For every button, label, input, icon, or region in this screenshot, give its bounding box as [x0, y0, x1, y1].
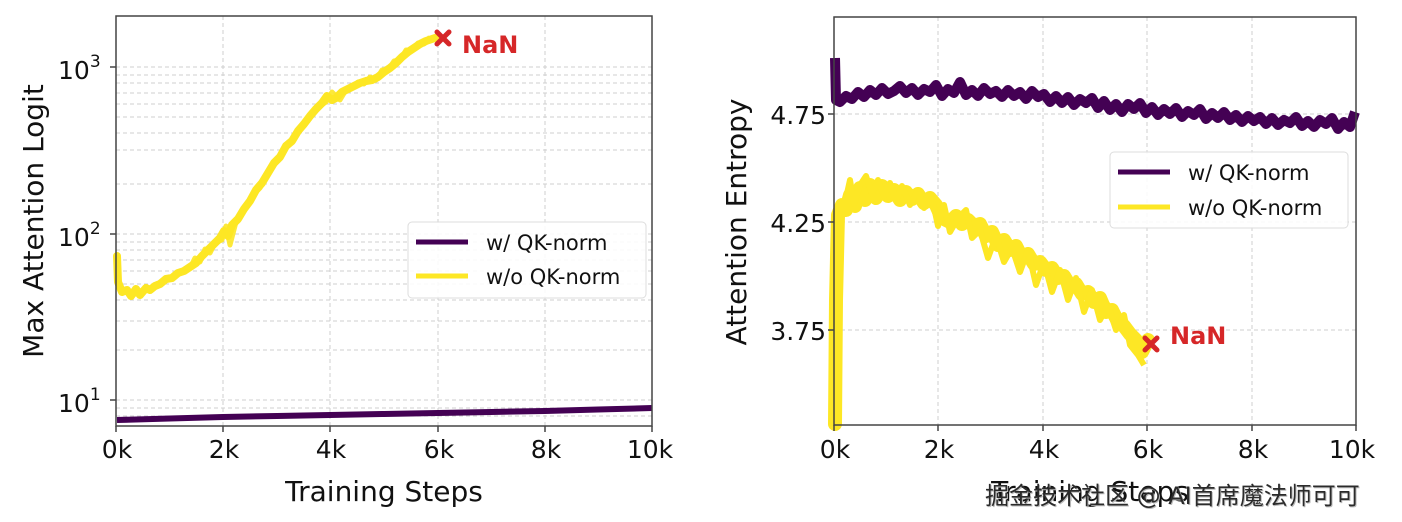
legend-label-no-qk-norm: w/o QK-norm: [486, 265, 620, 289]
svg-text:102: 102: [58, 219, 101, 252]
right-x-axis-title: Training Steps: [990, 475, 1189, 508]
left-x-axis-title: Training Steps: [284, 475, 483, 508]
right-series-no-qk-norm: [828, 178, 1155, 431]
right-x-ticks: 0k 2k 4k 6k 8k 10k: [820, 435, 1376, 464]
watermark: 掘金技术社区 @ AI首席魔法师可可: [985, 482, 1360, 510]
svg-text:4k: 4k: [1029, 435, 1060, 464]
right-series-no-qk-norm-noise: [843, 173, 1147, 367]
right-plot-frame: [833, 16, 1357, 426]
legend-label-qk-norm: w/ QK-norm: [486, 231, 607, 255]
right-y-ticks: 4.75 4.25 3.75: [770, 101, 826, 346]
left-legend: w/ QK-norm w/o QK-norm: [407, 221, 647, 299]
right-series-qk-norm: [830, 57, 1360, 134]
svg-text:8k: 8k: [531, 435, 562, 464]
svg-text:10k: 10k: [1329, 435, 1376, 464]
left-y-axis-title: Max Attention Logit: [17, 84, 50, 358]
right-chart: NaN 4.75 4.25 3.75 0k 2k 4k 6k 8k 10k: [720, 16, 1376, 508]
left-nan-label: NaN: [462, 31, 518, 59]
svg-text:6k: 6k: [424, 435, 455, 464]
svg-text:2k: 2k: [924, 435, 955, 464]
left-y-ticks: 103 102 101: [58, 52, 101, 418]
svg-text:101: 101: [58, 385, 101, 418]
svg-text:0k: 0k: [102, 435, 133, 464]
left-x-ticks: 0k 2k 4k 6k 8k 10k: [102, 435, 674, 464]
left-series-no-qk-norm-noise: [187, 35, 432, 270]
left-nan-marker-icon: [434, 29, 452, 47]
right-nan-label: NaN: [1170, 322, 1226, 350]
legend-label-qk-norm: w/ QK-norm: [1188, 161, 1309, 185]
svg-text:103: 103: [58, 52, 101, 85]
svg-text:2k: 2k: [209, 435, 240, 464]
legend-label-no-qk-norm: w/o QK-norm: [1188, 196, 1322, 220]
svg-text:3.75: 3.75: [770, 317, 826, 346]
svg-text:10k: 10k: [627, 435, 674, 464]
right-legend: w/ QK-norm w/o QK-norm: [1109, 151, 1349, 229]
svg-text:0k: 0k: [820, 435, 851, 464]
left-series-qk-norm: [116, 405, 653, 423]
left-plot-frame: [115, 15, 653, 427]
svg-text:6k: 6k: [1133, 435, 1164, 464]
left-grid: [116, 16, 652, 426]
left-tick-marks: [110, 66, 653, 432]
svg-text:4.75: 4.75: [770, 101, 826, 130]
left-chart: NaN 103 102 101 0k 2k 4k 6k 8k: [17, 15, 674, 508]
svg-text:4k: 4k: [316, 435, 347, 464]
svg-text:4.25: 4.25: [770, 209, 826, 238]
right-y-axis-title: Attention Entropy: [720, 99, 753, 346]
right-tick-marks: [828, 113, 1357, 431]
right-nan-marker-icon: [1142, 335, 1160, 353]
left-series-no-qk-norm: [113, 33, 442, 300]
svg-text:8k: 8k: [1238, 435, 1269, 464]
